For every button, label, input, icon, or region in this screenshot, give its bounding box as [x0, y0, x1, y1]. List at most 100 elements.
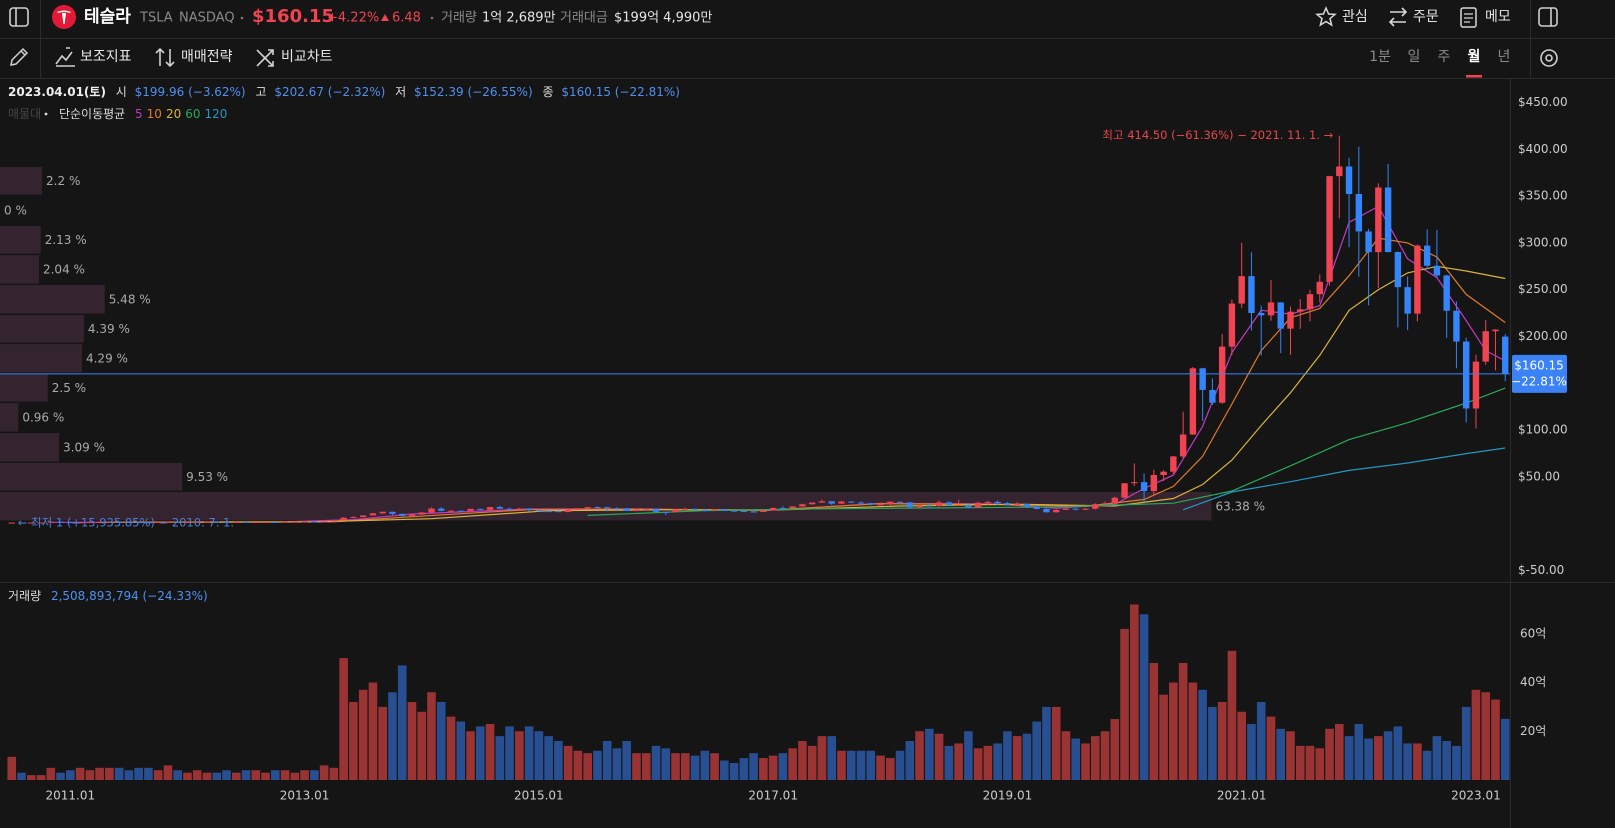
indicator-icon[interactable]	[55, 47, 75, 67]
order-label[interactable]: 주문	[1413, 9, 1439, 25]
y-tick-label: $350.00	[1518, 189, 1568, 203]
interval-tab[interactable]: 월	[1468, 48, 1481, 65]
volume-bar	[388, 692, 397, 780]
tool-strategy[interactable]: 매매전략	[181, 49, 233, 65]
candle-body	[1384, 187, 1392, 253]
interval-tab[interactable]: 일	[1408, 49, 1421, 65]
settings-button[interactable]	[1540, 49, 1558, 67]
interval-tab[interactable]: 1분	[1369, 49, 1391, 65]
candle-body	[516, 508, 523, 510]
candle-body	[242, 521, 250, 523]
candle-body	[984, 501, 992, 503]
volume-legend: 거래량 2,508,893,794 (−24.33%)	[8, 589, 208, 603]
volume-bar	[66, 770, 75, 780]
volume-bar	[593, 750, 602, 780]
candle-body	[799, 504, 806, 507]
volume-plot	[7, 604, 1510, 780]
draw-tool[interactable]	[10, 47, 29, 66]
interval-tab[interactable]: 주	[1438, 49, 1451, 65]
volume-bar	[866, 750, 876, 780]
candle-body	[447, 510, 455, 512]
volume-bar	[105, 767, 114, 780]
candle-body	[1121, 483, 1128, 498]
profile-bar	[0, 462, 183, 491]
y-tick-label: 20억	[1520, 724, 1546, 738]
candle-body	[1170, 456, 1177, 472]
volume-bar	[407, 702, 417, 780]
interval-tab[interactable]: 년	[1498, 49, 1511, 65]
candle-body	[1258, 312, 1265, 316]
candle-body	[994, 501, 1001, 504]
panel-toggle[interactable]	[1538, 7, 1558, 27]
volume-bar	[973, 748, 983, 780]
volume-bar	[436, 702, 446, 780]
volume-bar	[1217, 702, 1227, 780]
volume-bar	[231, 772, 241, 780]
candle-body	[535, 509, 543, 512]
candle-body	[1238, 276, 1245, 304]
watch-button[interactable]: 관심	[1315, 6, 1368, 27]
sidebar-toggle[interactable]	[9, 7, 29, 27]
volume-bar	[1247, 723, 1256, 780]
watch-label[interactable]: 관심	[1342, 9, 1368, 25]
volume-bar	[524, 726, 534, 780]
strategy-icon[interactable]	[155, 47, 175, 68]
volume-bar	[378, 706, 387, 780]
tool-indicator[interactable]: 보조지표	[80, 49, 132, 65]
volume-bar	[1286, 731, 1295, 780]
volume-bar	[349, 702, 358, 780]
candle-body	[320, 521, 328, 523]
volume-bar	[1100, 731, 1110, 780]
candle-body	[145, 522, 152, 524]
candle-body	[682, 508, 689, 510]
candle-body	[887, 501, 894, 505]
volume-bar	[1139, 614, 1149, 780]
volume-bar	[1295, 745, 1305, 780]
volume-bar	[1325, 728, 1334, 780]
volume-bar	[1061, 731, 1071, 780]
candle-body	[564, 509, 572, 513]
volume-bar	[153, 770, 163, 780]
volume-label: 거래량	[441, 11, 477, 26]
candle-body	[555, 511, 562, 513]
candle-body	[1287, 311, 1294, 329]
candle-body	[1355, 193, 1363, 232]
volume-bar	[788, 748, 797, 780]
legend-key: 고	[255, 85, 266, 99]
volume-bar	[85, 770, 95, 780]
candle-body	[1179, 434, 1187, 457]
candle-body	[974, 502, 982, 508]
y-tick-label: $100.00	[1518, 423, 1568, 437]
memo-label[interactable]: 메모	[1485, 9, 1511, 25]
x-tick-label: 2015.01	[514, 789, 564, 803]
memo-button[interactable]: 메모	[1460, 7, 1511, 28]
volume-bar	[817, 736, 827, 780]
candle-body	[1306, 294, 1314, 310]
volume-bar	[280, 770, 290, 780]
volume-bar	[1315, 748, 1325, 780]
last-price-box	[1512, 354, 1567, 393]
volume-bar	[651, 745, 661, 780]
candle-body	[428, 508, 435, 513]
profile-label: 0 %	[4, 204, 27, 218]
candle-body	[311, 521, 318, 523]
order-button[interactable]: 주문	[1388, 7, 1439, 27]
volume-bar	[144, 767, 153, 780]
ma-legend-name: 5	[135, 107, 143, 121]
volume-bar	[7, 756, 17, 780]
volume-bar	[807, 745, 817, 780]
bullet	[44, 112, 48, 116]
tool-compare[interactable]: 비교차트	[281, 49, 333, 65]
candle-body	[857, 502, 865, 504]
volume-bar	[1276, 728, 1286, 780]
ma-legend-name: 60	[185, 107, 200, 121]
candle-body	[457, 510, 464, 512]
ohlc-legend: 2023.04.01(토) 시 $199.96 (−3.62%) 고 $202.…	[8, 85, 680, 99]
toolbar: 보조지표 매매전략 비교차트	[0, 38, 1615, 79]
compare-icon[interactable]	[256, 49, 274, 67]
volume-bar	[798, 741, 807, 780]
candle-body	[1375, 187, 1382, 253]
volume-bar	[554, 741, 563, 780]
volume-bar	[944, 745, 954, 780]
exchange: NASDAQ	[179, 11, 235, 26]
